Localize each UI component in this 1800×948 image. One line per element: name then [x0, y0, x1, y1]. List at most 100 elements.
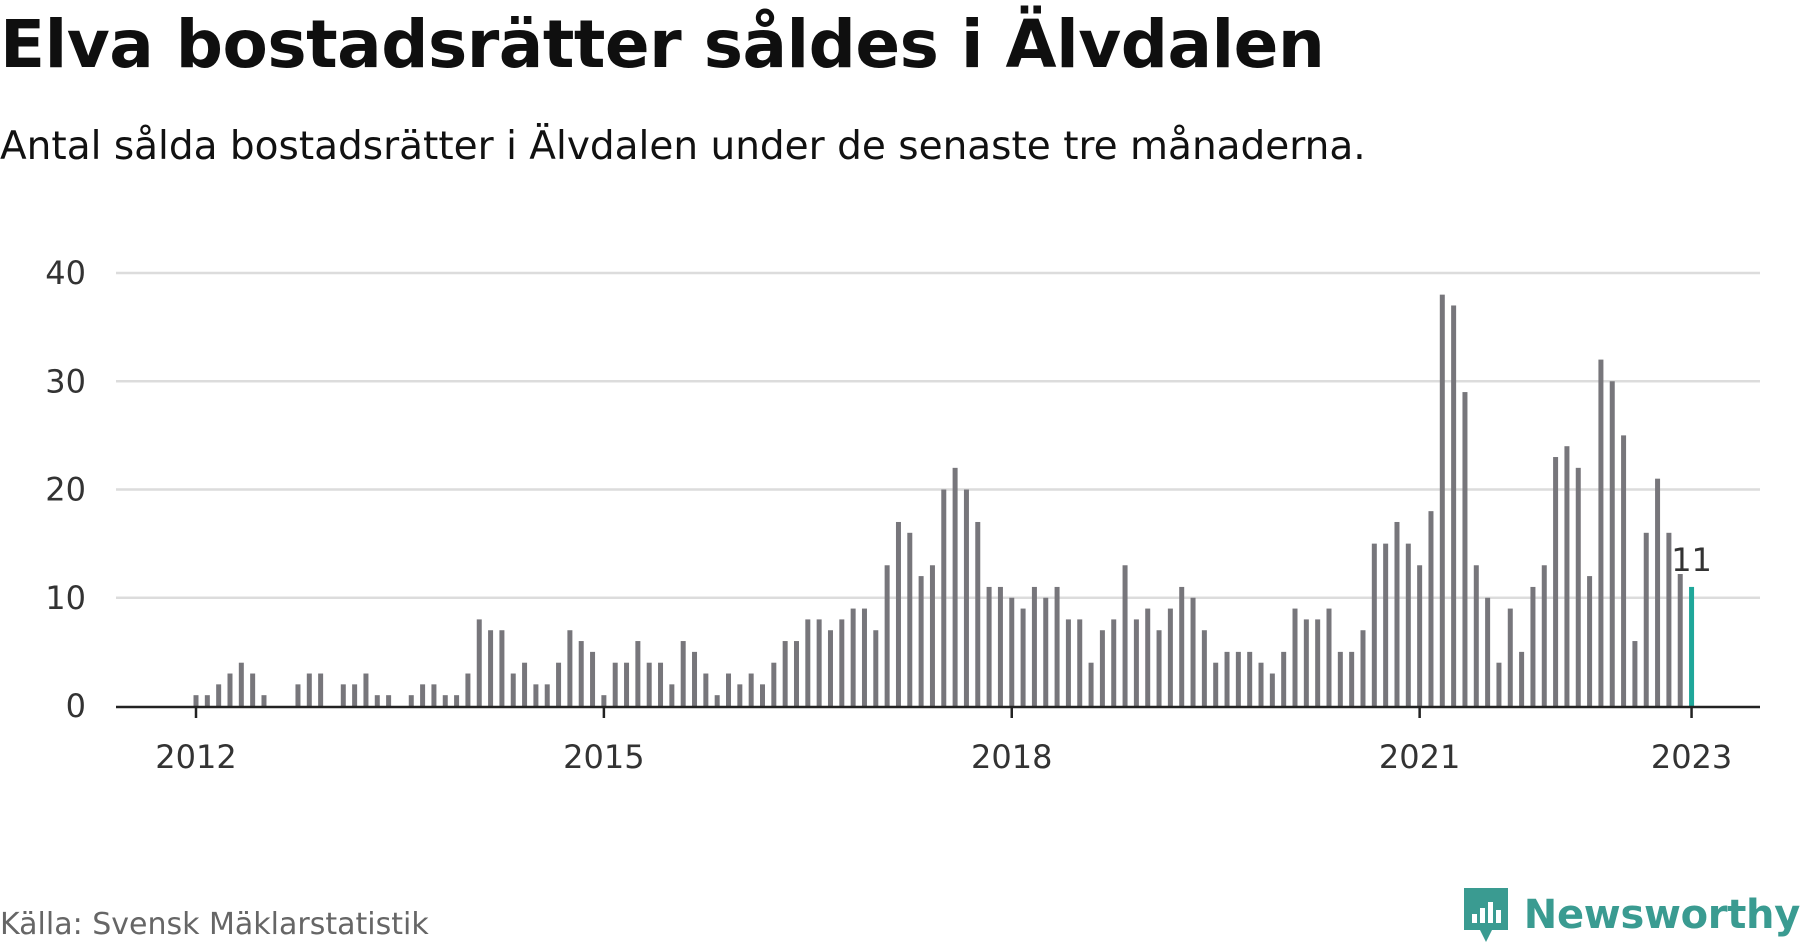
gridlines [116, 271, 1760, 599]
bar [522, 662, 528, 706]
bar [1315, 619, 1321, 706]
bar [1065, 619, 1071, 706]
bar [952, 467, 958, 706]
bar [714, 695, 720, 706]
bar [420, 684, 426, 706]
bar [827, 630, 833, 706]
bar [669, 684, 675, 706]
bar [1632, 641, 1638, 706]
bar [975, 521, 981, 706]
bar [578, 641, 584, 706]
bar [1575, 467, 1581, 706]
bar [1564, 446, 1570, 706]
x-tick-label: 2018 [971, 738, 1052, 776]
bar [646, 662, 652, 706]
x-tick-label: 2015 [563, 738, 644, 776]
bar [1281, 651, 1287, 707]
bar [680, 641, 686, 706]
bar [1451, 305, 1457, 706]
bar [1043, 597, 1049, 706]
bar [1122, 565, 1128, 706]
bar [1530, 586, 1536, 706]
bar [488, 630, 494, 706]
x-tick-label: 2023 [1651, 738, 1732, 776]
bar [465, 673, 471, 706]
bar [1405, 543, 1411, 707]
highlight-value-label-halo: 11 [1671, 541, 1712, 579]
bars [193, 294, 1695, 707]
axes [116, 705, 1760, 718]
bar [363, 673, 369, 706]
x-tick-label: 2012 [155, 738, 236, 776]
bar [692, 651, 698, 707]
bar [556, 662, 562, 706]
brand-name: Newsworthy [1523, 892, 1800, 938]
bar [793, 641, 799, 706]
bar [476, 619, 482, 706]
bar [1666, 532, 1672, 706]
bar [748, 673, 754, 706]
bar [1553, 457, 1559, 706]
bar [1485, 597, 1491, 706]
bar [1519, 651, 1525, 707]
bar [1598, 359, 1604, 706]
y-tick-label: 10 [45, 579, 86, 617]
bar [1247, 651, 1253, 707]
bar [760, 684, 765, 706]
bar [1303, 619, 1309, 706]
bar [431, 684, 437, 706]
bar [590, 651, 596, 707]
brand-logo: Newsworthy [1462, 886, 1800, 944]
source-note: Källa: Svensk Mäklarstatistik [0, 907, 429, 942]
bar [941, 489, 947, 706]
bar [238, 662, 244, 706]
bar [1337, 651, 1343, 707]
newsworthy-logo-icon [1463, 888, 1508, 942]
bar [544, 684, 550, 706]
chart-area: 0 10 20 30 40 2012 2015 2018 2021 2023 11 11 [0, 240, 1800, 800]
bar [816, 619, 822, 706]
bar [907, 532, 913, 706]
bar [1360, 630, 1366, 706]
bar [635, 641, 641, 706]
bar [454, 695, 460, 706]
bar [1609, 381, 1615, 706]
bar [918, 576, 924, 706]
bar [1020, 608, 1026, 706]
bar [1111, 619, 1117, 706]
bar [782, 641, 788, 706]
bar [1655, 478, 1661, 706]
bar [1643, 532, 1649, 706]
bar [1190, 597, 1196, 706]
bar [261, 695, 267, 706]
bar-highlight [1689, 586, 1695, 706]
y-tick-label: 30 [45, 362, 86, 400]
bar [986, 586, 992, 706]
bar [227, 673, 233, 706]
bar [1145, 608, 1151, 706]
bar [352, 684, 358, 706]
bar [1224, 651, 1230, 707]
bar [895, 521, 901, 706]
x-tick-label: 2021 [1379, 738, 1460, 776]
highlight-value-label: 11 [1671, 541, 1712, 579]
bar [658, 662, 664, 706]
chart-subtitle: Antal sålda bostadsrätter i Älvdalen und… [0, 124, 1366, 169]
bar [1179, 586, 1185, 706]
bar [601, 695, 607, 706]
bar [612, 662, 618, 706]
bar [1383, 543, 1389, 707]
bar [1326, 608, 1332, 706]
bar [1541, 565, 1547, 706]
bar [1439, 294, 1445, 706]
bar [193, 695, 199, 706]
bar [1677, 565, 1683, 706]
bar [1235, 651, 1241, 707]
bar [884, 565, 890, 706]
bar [1009, 597, 1015, 706]
bar [306, 673, 312, 706]
bar [624, 662, 630, 706]
bar [340, 684, 346, 706]
bar [1462, 392, 1468, 706]
